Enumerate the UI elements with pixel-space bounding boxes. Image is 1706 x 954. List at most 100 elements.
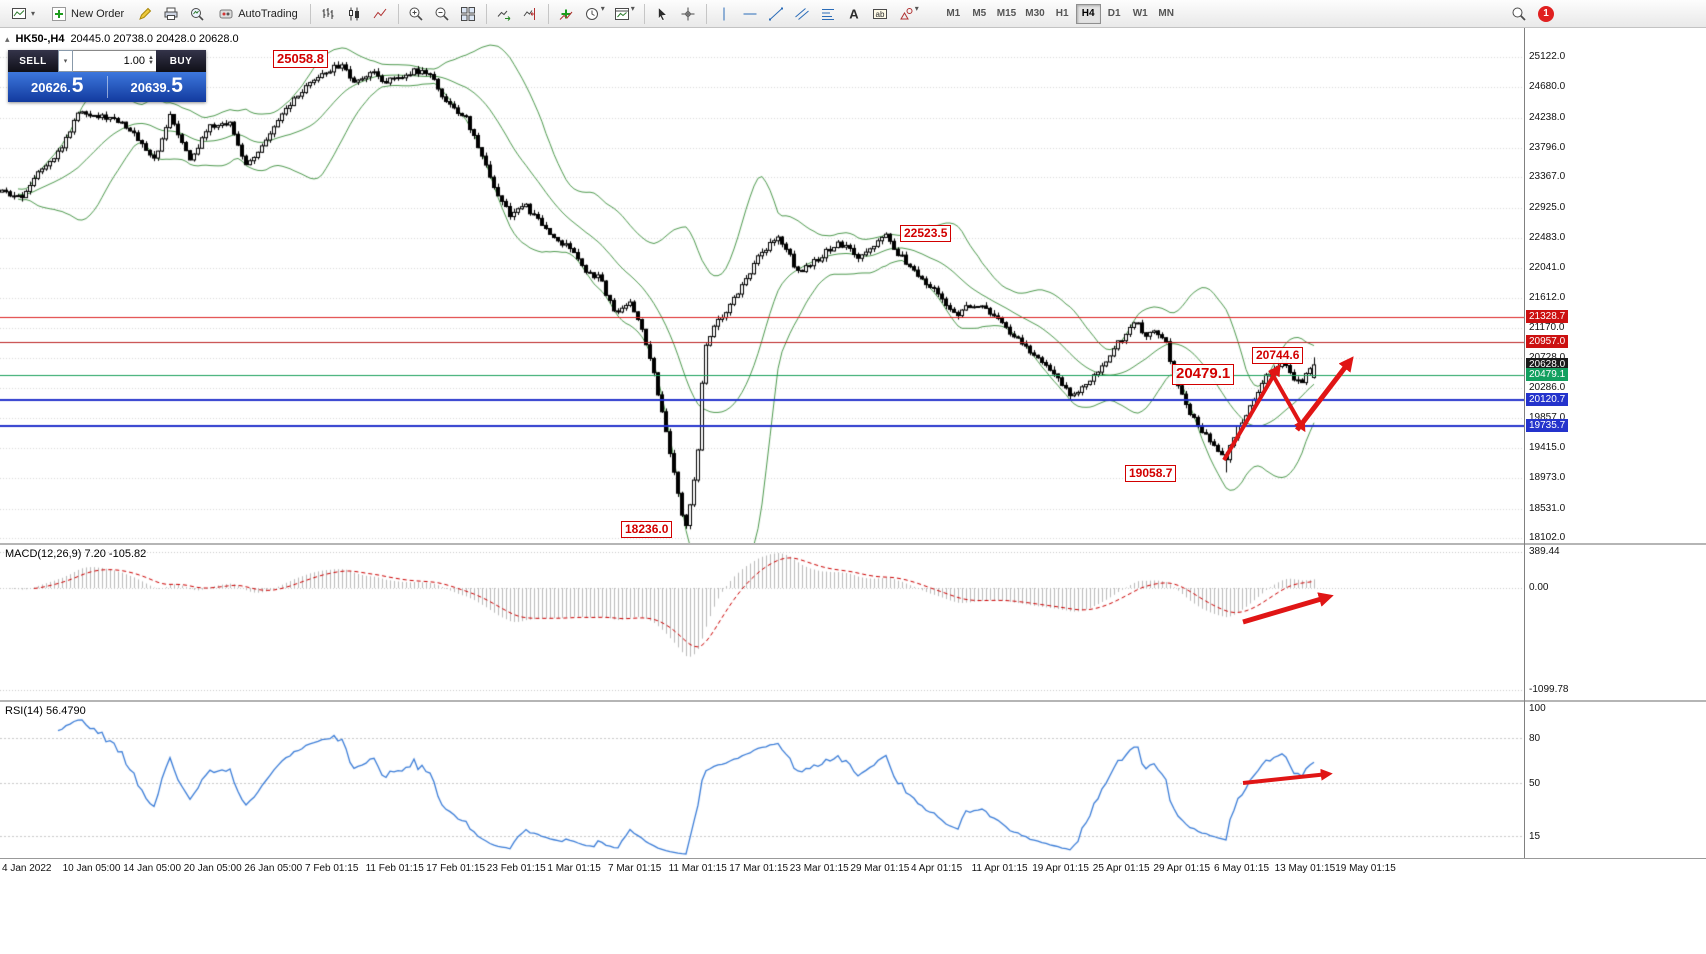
timeframe-h4-button[interactable]: H4 xyxy=(1075,3,1101,24)
timeframe-h1-button[interactable]: H1 xyxy=(1055,8,1069,19)
search-icon[interactable] xyxy=(1507,2,1530,25)
macd-axis-tick: 389.44 xyxy=(1529,545,1560,557)
time-axis-label: 29 Apr 01:15 xyxy=(1153,863,1211,874)
price-chart-canvas[interactable] xyxy=(0,28,1524,543)
rsi-axis-tick: 100 xyxy=(1529,703,1546,714)
svg-text:A: A xyxy=(850,6,860,21)
price-level-tag[interactable]: 20628.0 xyxy=(1526,357,1569,371)
panel-splitter[interactable] xyxy=(0,543,1706,545)
notification-badge[interactable]: 1 xyxy=(1538,5,1554,22)
price-level-tag[interactable]: 19735.7 xyxy=(1526,419,1569,433)
price-level-tag[interactable]: 20957.0 xyxy=(1526,335,1569,349)
timeframe-mn-button[interactable]: MN xyxy=(1158,8,1174,19)
printer-icon[interactable] xyxy=(159,2,182,25)
zoom-out-icon[interactable] xyxy=(431,2,454,25)
new-order-label: New Order xyxy=(71,7,125,20)
time-axis-label: 19 May 01:15 xyxy=(1335,863,1396,874)
macd-axis-tick: -1099.78 xyxy=(1529,684,1569,695)
horizontal-line-icon[interactable] xyxy=(739,2,762,25)
chevron-down-icon: ▾ xyxy=(630,4,635,13)
pencil-icon[interactable] xyxy=(133,2,156,25)
panel-splitter[interactable] xyxy=(0,700,1706,702)
vertical-line-icon[interactable] xyxy=(713,2,736,25)
price-level-tag[interactable]: 20479.1 xyxy=(1526,368,1569,382)
buy-price[interactable]: 20639. 5 xyxy=(108,75,207,98)
time-axis-label: 17 Feb 01:15 xyxy=(426,863,486,874)
sell-price[interactable]: 20626. 5 xyxy=(8,75,107,98)
price-level-tag[interactable]: 20120.7 xyxy=(1526,392,1569,406)
templates-icon[interactable]: ▾ xyxy=(611,2,638,25)
magnifier-chart-icon[interactable] xyxy=(185,2,208,25)
cursor-icon[interactable] xyxy=(651,2,674,25)
bar-chart-icon[interactable] xyxy=(317,2,340,25)
fibonacci-icon[interactable] xyxy=(817,2,840,25)
tile-windows-icon[interactable] xyxy=(457,2,480,25)
time-axis-label: 13 May 01:15 xyxy=(1274,863,1336,874)
time-axis-label: 1 Mar 01:15 xyxy=(547,863,601,874)
price-axis-tick: 20286.0 xyxy=(1529,382,1566,394)
time-axis[interactable]: 4 Jan 2022 10 Jan 05:00 14 Jan 05:00 20 Jan… xyxy=(0,858,1706,880)
new-chart-icon xyxy=(10,5,27,22)
time-axis-label: 20 Jan 05:00 xyxy=(183,863,242,874)
chevron-down-icon: ▾ xyxy=(31,8,36,18)
new-chart-button[interactable]: ▾ xyxy=(4,3,41,25)
timeframe-m15-button[interactable]: M15 xyxy=(996,8,1017,19)
volume-value: 1.00 xyxy=(123,55,146,67)
candlestick-icon[interactable] xyxy=(343,2,366,25)
indicators-icon[interactable] xyxy=(555,2,578,25)
timeframe-m5-button[interactable]: M5 xyxy=(972,8,987,19)
periods-icon[interactable]: ▾ xyxy=(581,2,608,25)
toolbar-separator xyxy=(547,3,549,24)
time-axis-label: 6 May 01:15 xyxy=(1214,863,1270,874)
volume-dropdown[interactable]: ▾ xyxy=(58,50,73,72)
price-axis-tick: 24680.0 xyxy=(1529,81,1566,93)
price-axis-tick: 18102.0 xyxy=(1529,532,1566,543)
auto-scroll-icon[interactable] xyxy=(493,2,516,25)
time-axis-label: 7 Mar 01:15 xyxy=(608,863,662,874)
sell-button[interactable]: SELL xyxy=(8,50,58,72)
crosshair-icon[interactable] xyxy=(677,2,700,25)
buy-price-main: 20639. xyxy=(130,79,171,95)
toolbar-separator xyxy=(397,3,399,24)
volume-stepper[interactable]: ▲ ▼ xyxy=(148,55,154,66)
volume-input[interactable]: 1.00 ▲ ▼ xyxy=(73,50,156,72)
timeframe-w1-button[interactable]: W1 xyxy=(1132,8,1148,19)
chart-ohlc-values: 20445.0 20738.0 20428.0 20628.0 xyxy=(70,33,239,45)
time-axis-label: 26 Jan 05:00 xyxy=(244,863,303,874)
price-axis-tick: 18973.0 xyxy=(1529,472,1566,484)
rsi-indicator-canvas[interactable] xyxy=(0,702,1524,858)
one-click-trading-panel: SELL ▾ 1.00 ▲ ▼ BUY 20626. 5 20639. 5 xyxy=(8,50,206,102)
zoom-in-icon[interactable] xyxy=(405,2,428,25)
text-icon[interactable]: A xyxy=(843,2,866,25)
autotrading-label: AutoTrading xyxy=(238,7,298,20)
rsi-axis-tick: 50 xyxy=(1529,778,1541,789)
timeframe-d1-button[interactable]: D1 xyxy=(1107,8,1121,19)
chart-shift-icon[interactable] xyxy=(519,2,542,25)
main-toolbar: ▾ New Order AutoTrading ▾ ▾ xyxy=(0,0,1706,28)
price-axis-tick: 19857.0 xyxy=(1529,411,1566,423)
time-axis-label: 25 Apr 01:15 xyxy=(1092,863,1150,874)
buy-button[interactable]: BUY xyxy=(156,50,206,72)
new-order-button[interactable]: New Order xyxy=(44,3,130,25)
sell-price-main: 20626. xyxy=(31,79,71,95)
text-label-icon[interactable]: ab xyxy=(869,2,892,25)
channel-icon[interactable] xyxy=(791,2,814,25)
time-axis-label: 4 Apr 01:15 xyxy=(911,863,963,874)
time-axis-label: 14 Jan 05:00 xyxy=(123,863,182,874)
price-axis-tick: 22483.0 xyxy=(1529,231,1566,243)
price-axis-tick: 22925.0 xyxy=(1529,201,1566,213)
shapes-icon[interactable]: ▾ xyxy=(895,2,922,25)
price-level-tag[interactable]: 21328.7 xyxy=(1526,309,1569,323)
line-chart-icon[interactable] xyxy=(369,2,392,25)
rsi-axis-tick: 80 xyxy=(1529,733,1541,744)
trendline-icon[interactable] xyxy=(765,2,788,25)
svg-text:ab: ab xyxy=(876,9,885,18)
price-axis-tick: 24238.0 xyxy=(1529,111,1566,123)
autotrading-button[interactable]: AutoTrading xyxy=(211,3,304,25)
timeframe-m1-button[interactable]: M1 xyxy=(946,8,961,19)
macd-indicator-canvas[interactable] xyxy=(0,545,1524,700)
timeframe-m30-button[interactable]: M30 xyxy=(1025,8,1045,19)
time-axis-label: 19 Apr 01:15 xyxy=(1032,863,1089,874)
chevron-down-icon: ▾ xyxy=(914,4,919,13)
macd-label: MACD(12,26,9) 7.20 -105.82 xyxy=(5,548,147,560)
